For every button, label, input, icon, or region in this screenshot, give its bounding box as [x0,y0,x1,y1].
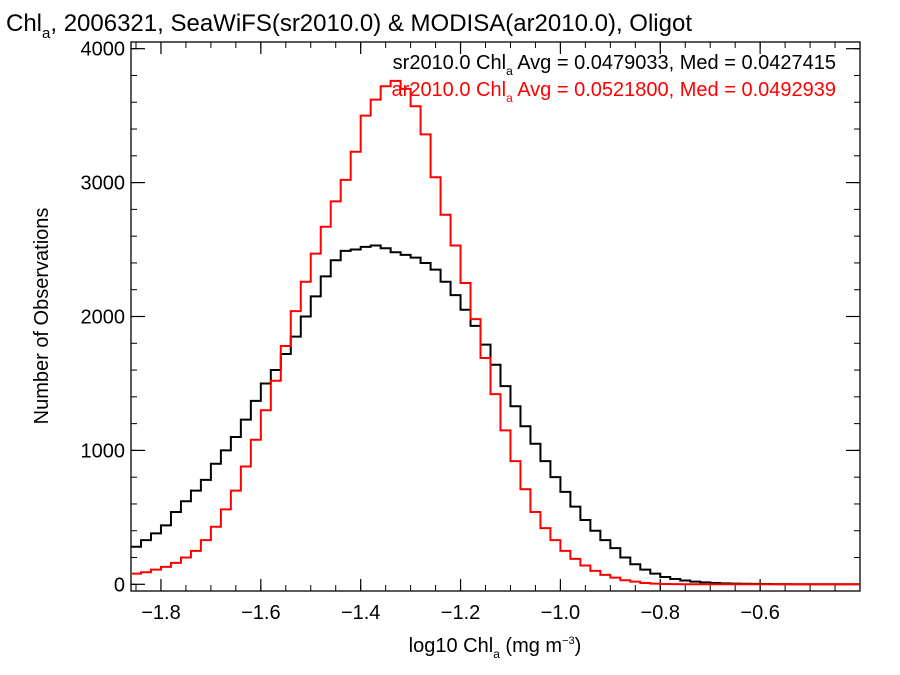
y-tick-label: 4000 [81,39,126,61]
y-tick-label: 1000 [81,440,126,462]
x-tick-label: −1.6 [241,602,280,624]
series-line-sr20100 [131,244,860,586]
plot-frame [130,41,861,592]
x-tick-label: −1.4 [341,602,380,624]
y-tick-label: 0 [114,574,125,596]
y-axis-label: Number of Observations [31,208,53,425]
x-tick-label: −0.6 [740,602,779,624]
legend-entry-ar2010: ar2010.0 Chla Avg = 0.0521800, Med = 0.0… [392,79,836,105]
y-tick-label: 3000 [81,173,126,195]
chart-title: Chla, 2006321, SeaWiFS(sr2010.0) & MODIS… [6,10,692,42]
x-tick-label: −1.2 [441,602,480,624]
y-tick-labels: 0 1000 2000 3000 4000 [81,39,126,597]
x-axis-label: log10 Chla (mg m−3) [409,635,582,661]
y-tick-label: 2000 [81,307,126,329]
x-tick-label: −1.0 [541,602,580,624]
legend-entry-sr2010: sr2010.0 Chla Avg = 0.0479033, Med = 0.0… [393,52,836,78]
series-group [131,79,860,586]
x-tick-label: −1.8 [141,602,180,624]
x-tick-labels: −1.8 −1.6 −1.4 −1.2 −1.0 −0.8 −0.6 [141,602,780,624]
series-line-ar20100 [131,79,860,586]
x-tick-label: −0.8 [641,602,680,624]
axis-ticks [131,42,861,591]
